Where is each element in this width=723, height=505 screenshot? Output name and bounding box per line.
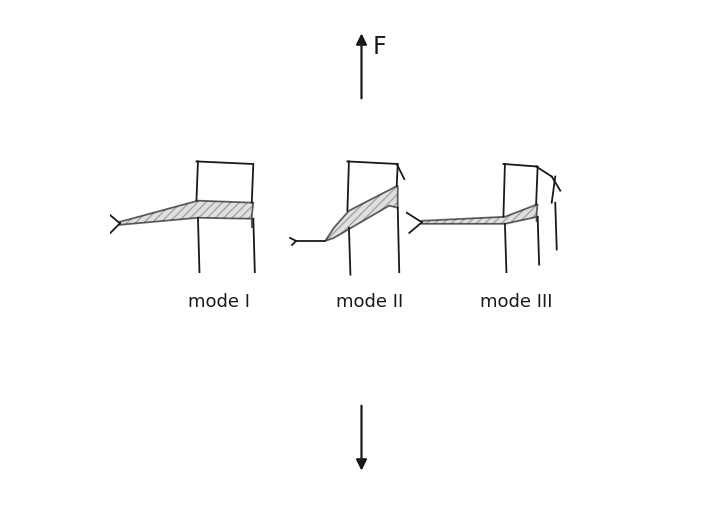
- Polygon shape: [120, 201, 253, 228]
- Text: mode I: mode I: [188, 293, 250, 311]
- Text: F: F: [372, 35, 386, 59]
- Polygon shape: [422, 205, 538, 224]
- Polygon shape: [325, 186, 398, 241]
- Text: mode II: mode II: [336, 293, 403, 311]
- Text: mode III: mode III: [480, 293, 552, 311]
